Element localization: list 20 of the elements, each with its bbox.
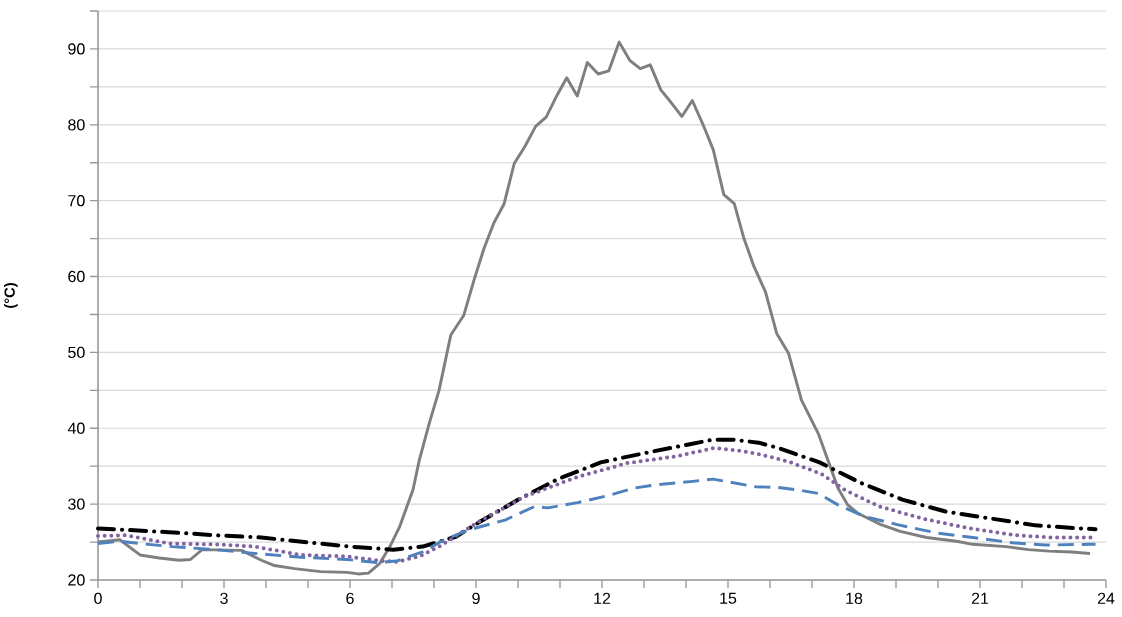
line-series bbox=[96, 40, 1092, 576]
y-tick-label: 70 bbox=[68, 195, 85, 207]
x-tick-label: 18 bbox=[846, 592, 863, 605]
y-tick-label: 40 bbox=[67, 422, 85, 434]
x-tick-label: 9 bbox=[472, 592, 480, 605]
y-axis-title: (°C) bbox=[4, 283, 18, 308]
y-tick-label: 60 bbox=[68, 270, 85, 283]
y-tick-label: 50 bbox=[68, 346, 85, 359]
y-tick-label: 20 bbox=[68, 574, 85, 586]
x-tick-label: 15 bbox=[720, 592, 737, 604]
x-tick-label: 12 bbox=[594, 592, 611, 604]
x-tick-label: 24 bbox=[1097, 592, 1115, 604]
y-tick-label: 30 bbox=[68, 498, 85, 510]
y-tick-label: 80 bbox=[68, 119, 85, 131]
x-tick-label: 0 bbox=[94, 592, 102, 605]
y-tick-label: 90 bbox=[68, 43, 85, 55]
x-tick-label: 21 bbox=[971, 592, 989, 604]
line-series bbox=[96, 477, 1097, 565]
x-tick-label: 3 bbox=[220, 592, 228, 605]
x-tick-label: 6 bbox=[346, 592, 354, 605]
